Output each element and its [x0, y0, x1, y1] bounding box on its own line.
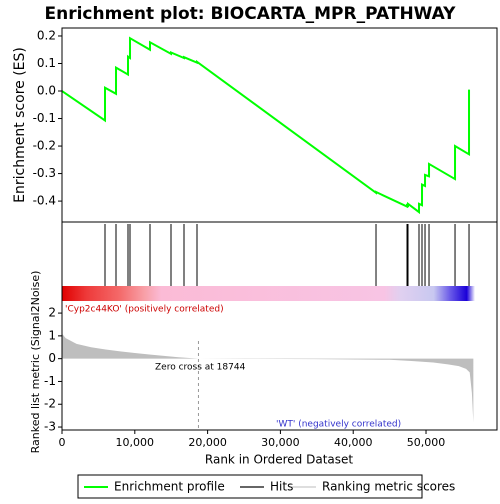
- zero-cross-label: Zero cross at 18744: [155, 363, 246, 373]
- x-tick-label: 30,000: [261, 436, 300, 449]
- y-tick-label: 0.0: [37, 84, 56, 98]
- y-axis-label: Enrichment score (ES): [12, 47, 28, 203]
- x-tick-label: 20,000: [188, 436, 227, 449]
- legend-label: Ranking metric scores: [322, 480, 455, 494]
- y-tick-label: 2: [48, 306, 56, 320]
- legend: Enrichment profile Hits Ranking metric sco…: [77, 474, 455, 499]
- y-tick-label: 0.1: [37, 56, 56, 70]
- y-tick-label: 1: [48, 328, 56, 342]
- color-bar: [62, 286, 475, 301]
- y-tick-label: -0.3: [33, 166, 56, 180]
- positive-label: 'Cyp2c44KO' (positively correlated): [65, 305, 224, 315]
- y-axis-label: Ranked list metric (Signal2Noise): [29, 271, 42, 454]
- x-tick-label: 10,000: [116, 436, 155, 449]
- y-tick-label: 0.2: [37, 28, 56, 42]
- y-tick-label: -1: [44, 374, 56, 388]
- y-tick-label: -0.1: [33, 111, 56, 125]
- es-line: [61, 36, 471, 215]
- y-tick-label: -0.2: [33, 139, 56, 153]
- chart-title: Enrichment plot: BIOCARTA_MPR_PATHWAY: [45, 4, 457, 24]
- y-tick-label: -2: [44, 397, 56, 411]
- x-tick-label: 0: [59, 436, 66, 449]
- y-tick-label: -0.4: [33, 194, 56, 208]
- legend-label: Hits: [270, 480, 293, 494]
- x-tick-label: 40,000: [334, 436, 373, 449]
- plot-frame: [61, 27, 498, 431]
- y-tick-label: -3: [44, 420, 56, 434]
- legend-label: Enrichment profile: [114, 480, 225, 494]
- y-tick-label: 0: [48, 351, 56, 365]
- negative-label: 'WT' (negatively correlated): [276, 420, 401, 430]
- x-axis-label: Rank in Ordered Dataset: [205, 453, 353, 467]
- metric-area: [62, 333, 474, 423]
- x-tick-label: 50,000: [407, 436, 446, 449]
